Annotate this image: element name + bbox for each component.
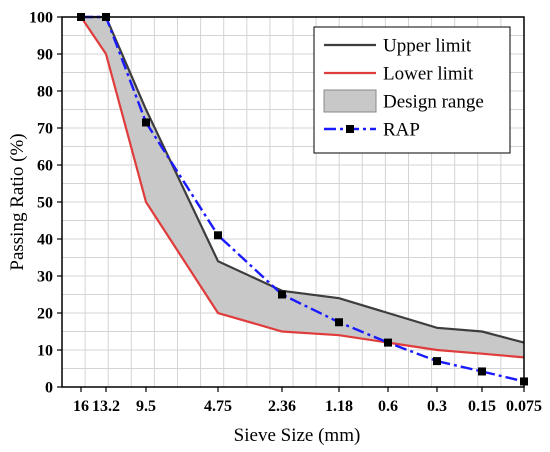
tick-labels: 0 10 20 30 40 50 60 70 80 90 100 16 13.2 9.5 4.75 2.36 1… [29, 10, 542, 416]
y-tick-label-0: 0 [45, 380, 53, 397]
x-tick-label-16: 16 [73, 398, 89, 415]
y-tick-label-80: 80 [37, 84, 53, 101]
rap-point-0.6 [384, 338, 392, 347]
rap-point-2.36 [278, 290, 286, 299]
legend-label-rap: RAP [383, 120, 420, 141]
legend-label-lower-limit: Lower limit [383, 64, 474, 85]
rap-point-0.15 [478, 367, 486, 376]
axis-ticks [57, 16, 525, 392]
y-axis-title: Passing Ratio (%) [7, 133, 28, 270]
y-tick-label-60: 60 [37, 158, 53, 175]
y-tick-label-70: 70 [37, 121, 53, 138]
legend-label-design-range: Design range [383, 92, 484, 113]
y-tick-label-100: 100 [29, 10, 53, 27]
x-tick-label-0.6: 0.6 [378, 398, 398, 415]
x-tick-label-4.75: 4.75 [204, 398, 232, 415]
x-tick-label-2.36: 2.36 [268, 398, 296, 415]
x-tick-label-0.15: 0.15 [468, 398, 496, 415]
rap-point-4.75 [214, 231, 222, 240]
legend: Upper limit Lower limit Design range RAP [313, 26, 511, 154]
y-tick-label-10: 10 [37, 343, 53, 360]
y-tick-label-90: 90 [37, 47, 53, 64]
series-lines [80, 15, 525, 383]
x-tick-label-0.3: 0.3 [427, 398, 447, 415]
rap-point-9.5 [142, 118, 150, 127]
x-tick-label-13.2: 13.2 [92, 398, 120, 415]
legend-marker-rap [346, 125, 354, 133]
x-axis-title: Sieve Size (mm) [234, 425, 361, 446]
x-tick-label-1.18: 1.18 [325, 398, 353, 415]
lower-limit-line [80, 16, 525, 359]
y-tick-label-30: 30 [37, 269, 53, 286]
legend-swatch-design-range [323, 89, 377, 113]
y-tick-label-40: 40 [37, 232, 53, 249]
upper-limit-line [81, 15, 525, 344]
rap-point-0.3 [433, 357, 441, 366]
y-tick-label-20: 20 [37, 306, 53, 323]
x-tick-label-0.075: 0.075 [506, 398, 542, 415]
rap-point-1.18 [335, 318, 343, 327]
legend-label-upper-limit: Upper limit [383, 36, 472, 57]
y-tick-label-50: 50 [37, 195, 53, 212]
x-tick-label-9.5: 9.5 [136, 398, 156, 415]
